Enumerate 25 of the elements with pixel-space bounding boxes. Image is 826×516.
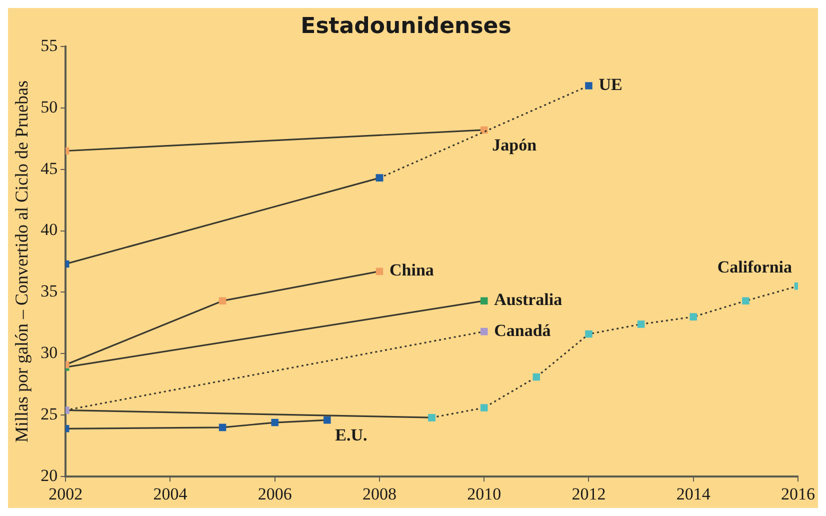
y-axis-title: Millas por galón – Convertido al Ciclo de Pruebas: [12, 80, 32, 442]
y-tick-label: 20: [40, 466, 58, 486]
x-tick-label: 2008: [362, 484, 396, 504]
x-tick-label: 2002: [48, 484, 83, 504]
y-tick-label: 25: [40, 404, 58, 424]
x-tick-label: 2006: [258, 484, 292, 504]
series-label: Canadá: [494, 320, 552, 340]
y-tick-label: 50: [40, 97, 58, 116]
chart-title: Estadounidenses: [300, 14, 512, 39]
x-tick-label: 2016: [781, 484, 815, 504]
y-tick-label: 35: [40, 282, 58, 301]
series-label: UE: [598, 75, 622, 94]
y-tick-label: 55: [40, 36, 58, 55]
series-label: California: [717, 257, 792, 276]
x-tick-label: 2014: [676, 484, 711, 504]
x-tick-label: 2004: [153, 484, 188, 504]
series-label: China: [389, 260, 434, 280]
y-tick-label: 30: [40, 343, 58, 362]
series-label: Japón: [492, 135, 538, 154]
x-tick-label: 2012: [572, 484, 606, 504]
x-tick-label: 2010: [467, 484, 502, 504]
series-label: E.U.: [335, 425, 368, 444]
y-tick-label: 40: [40, 220, 58, 240]
series-label: Australia: [494, 290, 563, 310]
y-tick-label: 45: [40, 158, 58, 178]
